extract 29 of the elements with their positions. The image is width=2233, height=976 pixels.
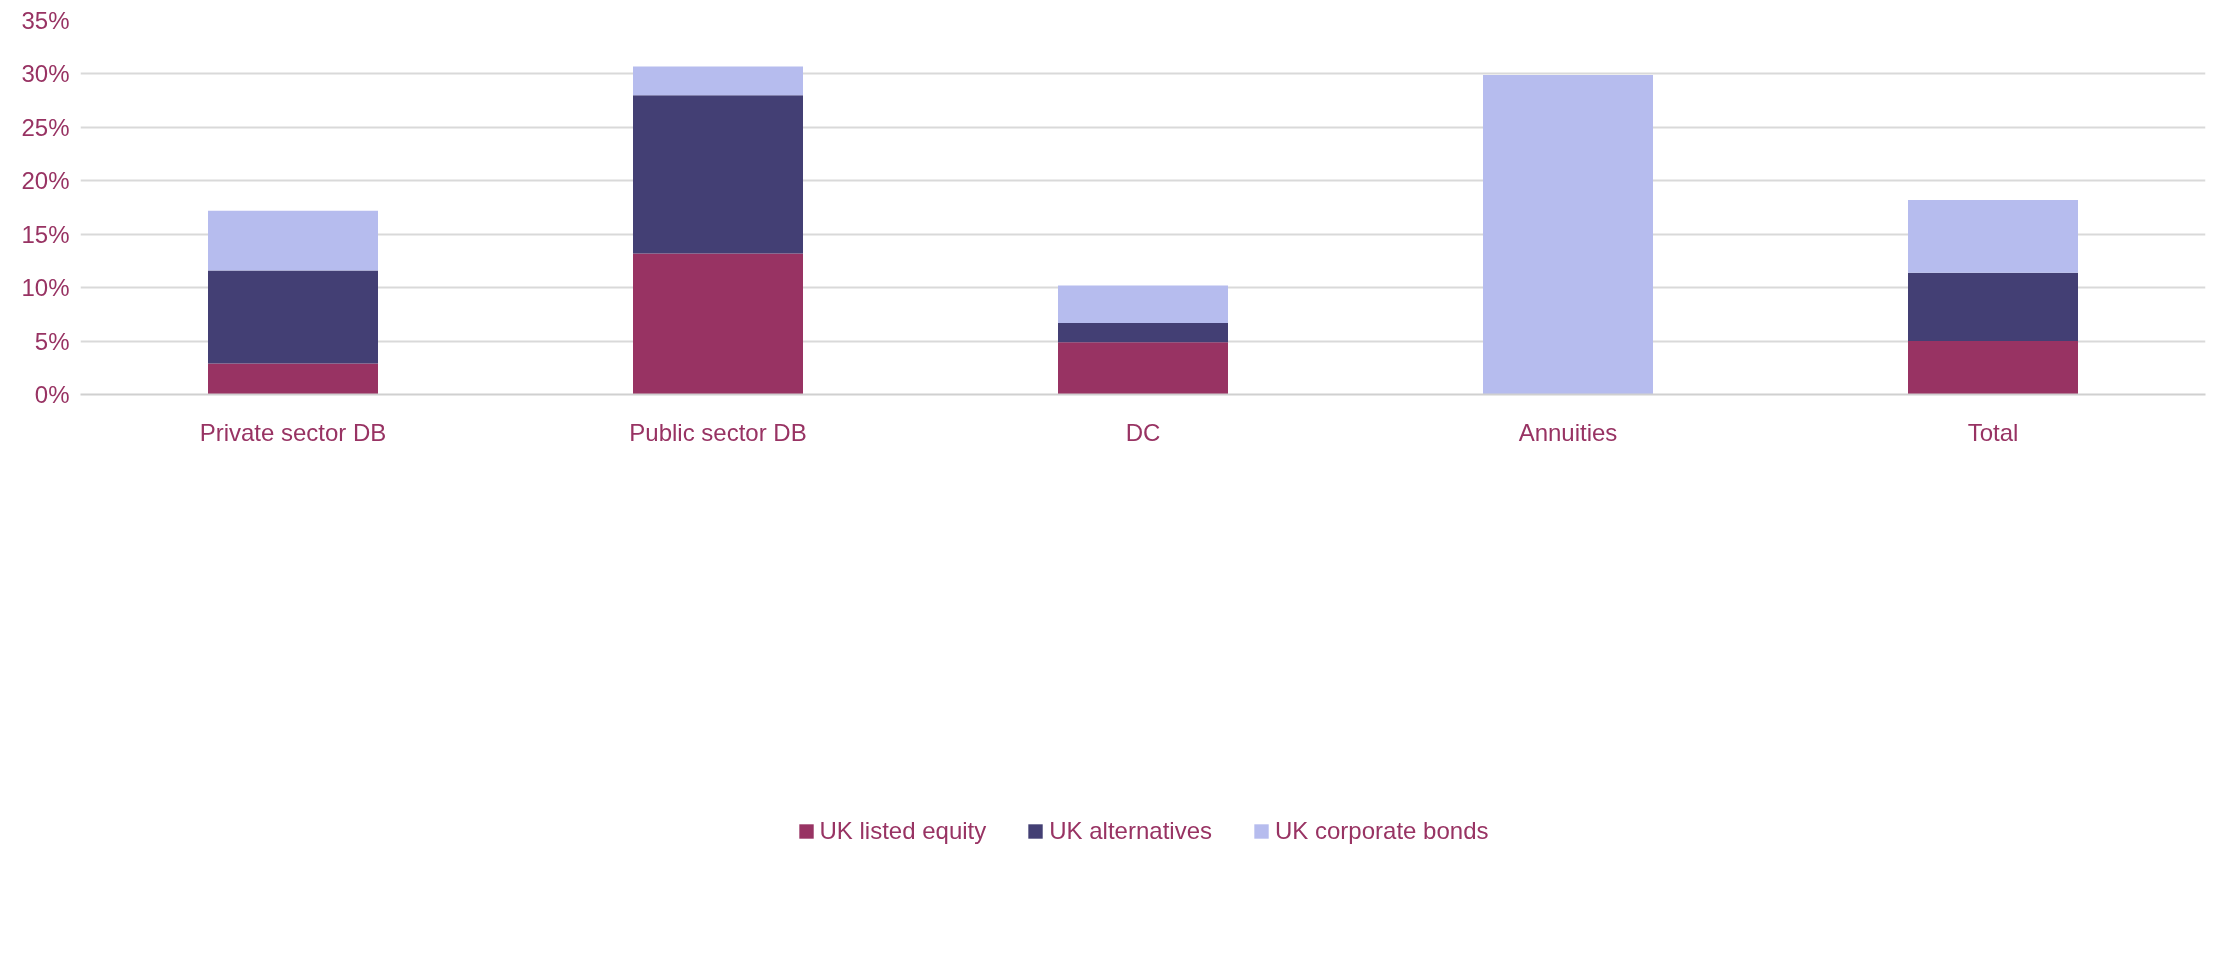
y-tick-label: 20%: [21, 167, 70, 195]
x-tick-label: Total: [1967, 418, 2019, 446]
bar: [1058, 285, 1228, 323]
x-tick-label: Private sector DB: [199, 418, 387, 446]
bar: [633, 66, 803, 96]
bar: [1908, 272, 2078, 342]
bar: [1483, 75, 1653, 395]
y-tick-label: 0%: [34, 381, 70, 408]
bar: [1058, 322, 1228, 343]
bar: [633, 95, 803, 254]
bar: [208, 210, 378, 271]
y-tick-label: 35%: [21, 7, 70, 34]
bar: [1908, 341, 2078, 395]
legend-label: UK listed equity: [819, 817, 987, 845]
legend-label: UK alternatives: [1049, 817, 1213, 845]
x-tick-label: DC: [1125, 418, 1161, 446]
y-tick-label: 10%: [21, 274, 70, 302]
legend-label: UK corporate bonds: [1275, 817, 1489, 845]
x-tick-label: Public sector DB: [629, 418, 807, 446]
bar: [633, 253, 803, 395]
bar: [208, 363, 378, 395]
y-tick-label: 25%: [21, 113, 70, 141]
y-tick-label: 15%: [21, 220, 70, 248]
x-tick-label: Annuities: [1518, 418, 1618, 446]
y-tick-label: 30%: [21, 60, 70, 88]
bar: [208, 270, 378, 364]
bar: [1908, 200, 2078, 273]
bar: [1058, 342, 1228, 395]
y-tick-label: 5%: [34, 327, 70, 355]
